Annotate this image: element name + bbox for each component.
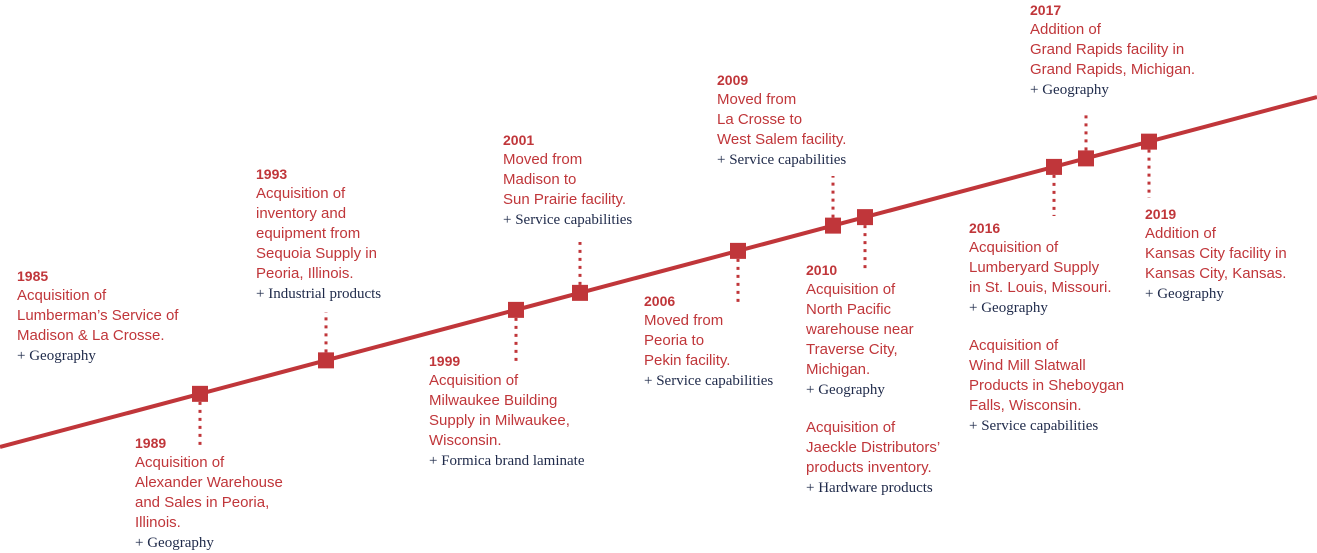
marker-2009 [825,217,841,234]
event-2017: 2017 Addition of Grand Rapids facility i… [1030,0,1195,100]
event-desc-line: Acquisition of [429,372,519,389]
event-tag: + Geography [1030,82,1109,98]
event-desc-line: Jaeckle Distributors’ [806,439,941,456]
event-year: 2017 [1030,2,1062,18]
event-desc-line: La Crosse to [717,111,803,128]
marker-2001 [572,284,588,301]
event-desc-line: Falls, Wisconsin. [969,397,1082,414]
timeline-line [0,95,1317,449]
event-year: 2001 [503,132,535,148]
marker-1989 [192,385,208,402]
event-tag: + Formica brand laminate [429,453,585,469]
event-year: 2006 [644,293,676,309]
event-2016: 2016 Acquisition of Lumberyard Supply in… [969,218,1124,436]
event-tag: + Service capabilities [717,152,847,168]
event-desc-line: Michigan. [806,361,871,378]
marker-2017 [1078,150,1094,167]
event-tag: + Geography [806,382,885,398]
event-desc-line: Alexander Warehouse [135,474,283,491]
event-desc-line: warehouse near [806,321,914,338]
event-desc-line: Peoria to [644,332,705,349]
event-1999: 1999 Acquisition of Milwaukee Building S… [429,351,585,471]
event-desc-line: Madison to [503,171,577,188]
event-2010: 2010 Acquisition of North Pacific wareho… [806,260,940,498]
event-desc-line: Kansas City facility in [1145,245,1287,262]
event-desc-line: Lumberman’s Service of [17,307,179,324]
event-desc-line: in St. Louis, Missouri. [969,279,1112,296]
event-desc-line: Sequoia Supply in [256,245,377,262]
marker-1999 [508,301,524,318]
event-desc-line: equipment from [256,225,361,242]
event-desc-line: Addition of [1030,21,1101,38]
event-desc-line: Moved from [644,312,724,329]
event-tag: + Service capabilities [644,373,774,389]
event-year: 2009 [717,72,749,88]
event-tag: + Geography [17,348,96,364]
event-desc-line: Peoria, Illinois. [256,265,354,282]
event-desc-line: Traverse City, [806,341,898,358]
event-desc-line: Grand Rapids, Michigan. [1030,61,1196,78]
event-desc-line: Acquisition of [969,239,1059,256]
event-tag: + Geography [135,535,214,551]
event-desc-line: Acquisition of [969,337,1059,354]
event-tag: + Hardware products [806,480,933,496]
event-desc-line: inventory and [256,205,347,222]
event-desc-line: Wind Mill Slatwall [969,357,1086,374]
event-tag: + Geography [969,300,1048,316]
event-desc-line: Milwaukee Building [429,392,558,409]
event-desc-line: Pekin facility. [644,352,731,369]
marker-2016 [1046,158,1062,175]
event-desc-line: Acquisition of [256,185,346,202]
event-tag: + Geography [1145,286,1224,302]
event-desc-line: North Pacific [806,301,892,318]
event-year: 2016 [969,220,1001,236]
event-year: 2019 [1145,206,1177,222]
event-1993: 1993 Acquisition of inventory and equipm… [256,164,381,304]
event-desc-line: Sun Prairie facility. [503,191,627,208]
event-desc-line: Acquisition of [806,419,896,436]
event-desc-line: Madison & La Crosse. [17,327,165,344]
event-desc-line: Moved from [503,151,583,168]
event-desc-line: Moved from [717,91,797,108]
event-desc-line: Grand Rapids facility in [1030,41,1185,58]
event-tag: + Service capabilities [969,418,1099,434]
event-2006: 2006 Moved from Peoria to Pekin facility… [644,291,773,391]
event-desc-line: Acquisition of [17,287,107,304]
event-2009: 2009 Moved from La Crosse to West Salem … [717,70,846,170]
event-desc-line: products inventory. [806,459,932,476]
marker-2019 [1141,133,1157,150]
event-desc-line: Supply in Milwaukee, [429,412,570,429]
event-year: 2010 [806,262,838,278]
event-desc-line: Illinois. [135,514,181,531]
event-desc-line: Lumberyard Supply [969,259,1100,276]
event-desc-line: Wisconsin. [429,432,502,449]
event-desc-line: and Sales in Peoria, [135,494,270,511]
event-year: 1985 [17,268,49,284]
event-year: 1999 [429,353,461,369]
event-desc-line: Kansas City, Kansas. [1145,265,1287,282]
event-tag: + Service capabilities [503,212,633,228]
event-year: 1989 [135,435,167,451]
event-1985: 1985 Acquisition of Lumberman’s Service … [17,266,178,366]
event-2001: 2001 Moved from Madison to Sun Prairie f… [503,130,632,230]
event-tag: + Industrial products [256,286,382,302]
event-desc-line: Acquisition of [806,281,896,298]
event-desc-line: West Salem facility. [717,131,847,148]
event-1989: 1989 Acquisition of Alexander Warehouse … [135,433,283,553]
event-desc-line: Addition of [1145,225,1216,242]
event-2019: 2019 Addition of Kansas City facility in… [1145,204,1287,304]
event-year: 1993 [256,166,288,182]
marker-1985 [318,352,334,369]
event-desc-line: Products in Sheboygan [969,377,1125,394]
marker-2006 [730,242,746,259]
marker-2010 [857,209,873,226]
event-desc-line: Acquisition of [135,454,225,471]
